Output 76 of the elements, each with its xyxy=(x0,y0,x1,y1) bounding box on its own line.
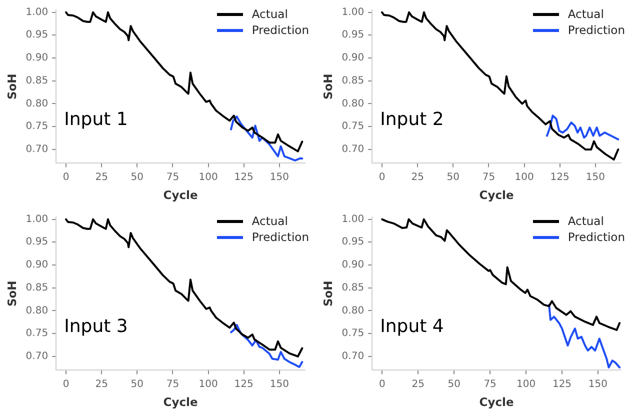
y-tick-label: 0.75 xyxy=(26,328,48,340)
legend-label: Actual xyxy=(568,213,604,229)
x-tick-label: 25 xyxy=(95,378,108,390)
x-tick-label: 75 xyxy=(482,172,496,183)
annotation: Input 1 xyxy=(64,108,128,130)
x-tick-label: 125 xyxy=(550,172,570,183)
x-tick-label: 150 xyxy=(270,172,289,183)
x-tick-label: 125 xyxy=(234,172,254,183)
x-tick-label: 50 xyxy=(448,378,460,390)
annotation: Input 4 xyxy=(380,316,444,337)
y-tick-label: 0.90 xyxy=(26,260,48,271)
y-tick-label: 1.00 xyxy=(342,214,364,225)
y-tick-label: 1.00 xyxy=(26,214,48,225)
x-tick-label: 0 xyxy=(62,378,70,390)
legend-label: Prediction xyxy=(568,229,625,245)
y-axis-title: SoH xyxy=(320,74,335,100)
y-tick-label: 0.95 xyxy=(342,30,364,41)
y-tick-label: 0.80 xyxy=(26,98,48,110)
x-axis-title: Cycle xyxy=(163,188,198,202)
y-tick-label: 0.80 xyxy=(26,305,48,316)
x-tick-label: 0 xyxy=(62,172,70,183)
y-tick-label: 0.75 xyxy=(26,121,48,132)
x-tick-label: 150 xyxy=(270,378,289,390)
x-tick-label: 150 xyxy=(588,378,608,390)
y-tick-label: 0.70 xyxy=(26,351,48,362)
y-axis-title: SoH xyxy=(320,280,335,307)
x-tick-label: 0 xyxy=(378,172,386,183)
legend-label: Actual xyxy=(252,6,288,22)
y-tick-label: 0.80 xyxy=(342,305,364,316)
y-axis-title: SoH xyxy=(4,280,19,307)
legend-label: Prediction xyxy=(252,229,309,245)
x-tick-label: 125 xyxy=(234,378,254,390)
y-tick-label: 0.70 xyxy=(26,144,48,156)
legend-label: Actual xyxy=(568,6,604,22)
y-tick-label: 0.90 xyxy=(26,52,48,64)
y-tick-label: 0.70 xyxy=(342,351,364,362)
x-axis-title: Cycle xyxy=(479,188,514,202)
y-axis-title: SoH xyxy=(4,74,19,100)
y-tick-label: 0.80 xyxy=(342,98,364,110)
x-tick-label: 25 xyxy=(411,172,424,183)
x-axis-title: Cycle xyxy=(163,395,198,410)
x-tick-label: 75 xyxy=(166,172,180,183)
x-tick-label: 100 xyxy=(514,172,534,183)
x-tick-label: 75 xyxy=(484,378,496,390)
y-tick-label: 1.00 xyxy=(26,6,48,18)
x-tick-label: 100 xyxy=(516,378,536,390)
y-tick-label: 0.85 xyxy=(26,282,48,294)
y-tick-label: 0.95 xyxy=(342,236,364,248)
y-tick-label: 0.70 xyxy=(342,144,364,156)
y-tick-label: 0.75 xyxy=(342,328,364,340)
y-tick-label: 0.85 xyxy=(342,282,364,294)
y-tick-label: 0.90 xyxy=(342,52,364,64)
x-tick-label: 50 xyxy=(130,172,144,183)
legend-label: Prediction xyxy=(252,22,309,38)
x-tick-label: 100 xyxy=(198,378,218,390)
x-tick-label: 25 xyxy=(412,378,424,390)
y-tick-label: 0.90 xyxy=(342,260,364,271)
x-axis-title: Cycle xyxy=(479,395,514,410)
legend-label: Prediction xyxy=(568,22,625,38)
y-tick-label: 0.85 xyxy=(342,75,364,86)
y-tick-label: 0.75 xyxy=(342,121,364,132)
x-tick-label: 150 xyxy=(586,172,605,183)
x-tick-label: 0 xyxy=(378,378,386,390)
x-tick-label: 125 xyxy=(552,378,572,390)
y-tick-label: 0.95 xyxy=(26,236,48,248)
annotation: Input 2 xyxy=(380,108,444,130)
y-tick-label: 1.00 xyxy=(342,6,364,18)
legend-label: Actual xyxy=(252,213,288,229)
x-tick-label: 50 xyxy=(446,172,460,183)
x-tick-label: 25 xyxy=(95,172,108,183)
x-tick-label: 75 xyxy=(166,378,180,390)
annotation: Input 3 xyxy=(64,316,128,337)
y-tick-label: 0.95 xyxy=(26,30,48,41)
x-tick-label: 50 xyxy=(130,378,144,390)
y-tick-label: 0.85 xyxy=(26,75,48,86)
x-tick-label: 100 xyxy=(198,172,218,183)
